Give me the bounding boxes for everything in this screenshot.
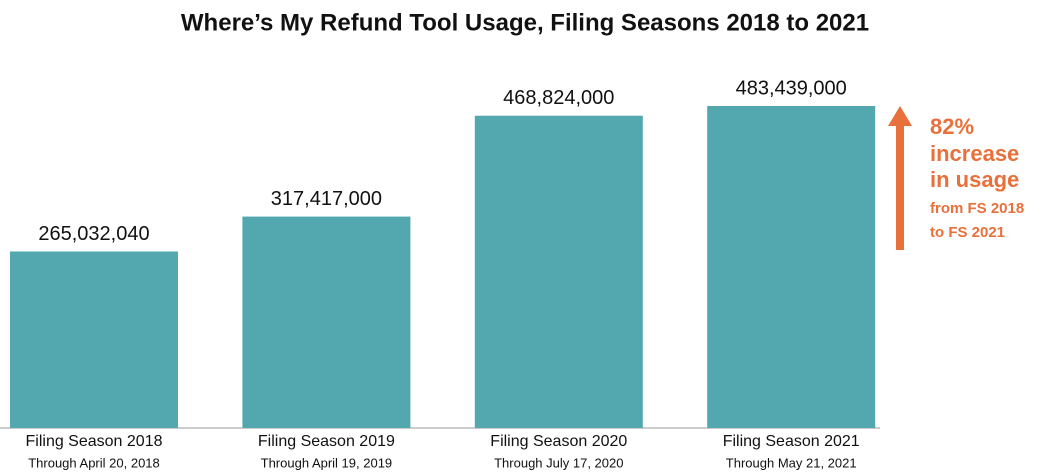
chart-title: Where’s My Refund Tool Usage, Filing Sea…	[181, 9, 869, 36]
x-tick-sublabel: Through April 20, 2018	[28, 455, 160, 470]
annotation-text: to FS 2021	[930, 224, 1005, 241]
annotation-arrow-head	[888, 106, 912, 126]
annotation-text: in usage	[930, 167, 1019, 192]
x-tick-label: Filing Season 2018	[26, 433, 163, 450]
annotation-text: from FS 2018	[930, 200, 1024, 217]
x-tick-sublabel: Through May 21, 2021	[726, 455, 857, 470]
x-tick-label: Filing Season 2021	[723, 433, 860, 450]
value-label: 265,032,040	[38, 223, 149, 245]
annotation-text: 82%	[930, 114, 974, 139]
x-tick-sublabel: Through July 17, 2020	[494, 455, 623, 470]
annotation-text: increase	[930, 141, 1019, 166]
x-tick-label: Filing Season 2019	[258, 433, 395, 450]
x-tick-sublabel: Through April 19, 2019	[261, 455, 393, 470]
x-tick-label: Filing Season 2020	[490, 433, 627, 450]
bar	[10, 251, 178, 428]
bar	[242, 216, 411, 428]
bar	[707, 106, 876, 428]
value-label: 468,824,000	[503, 87, 614, 109]
bar	[474, 115, 643, 428]
value-label: 483,439,000	[736, 77, 847, 99]
value-label: 317,417,000	[271, 188, 382, 210]
